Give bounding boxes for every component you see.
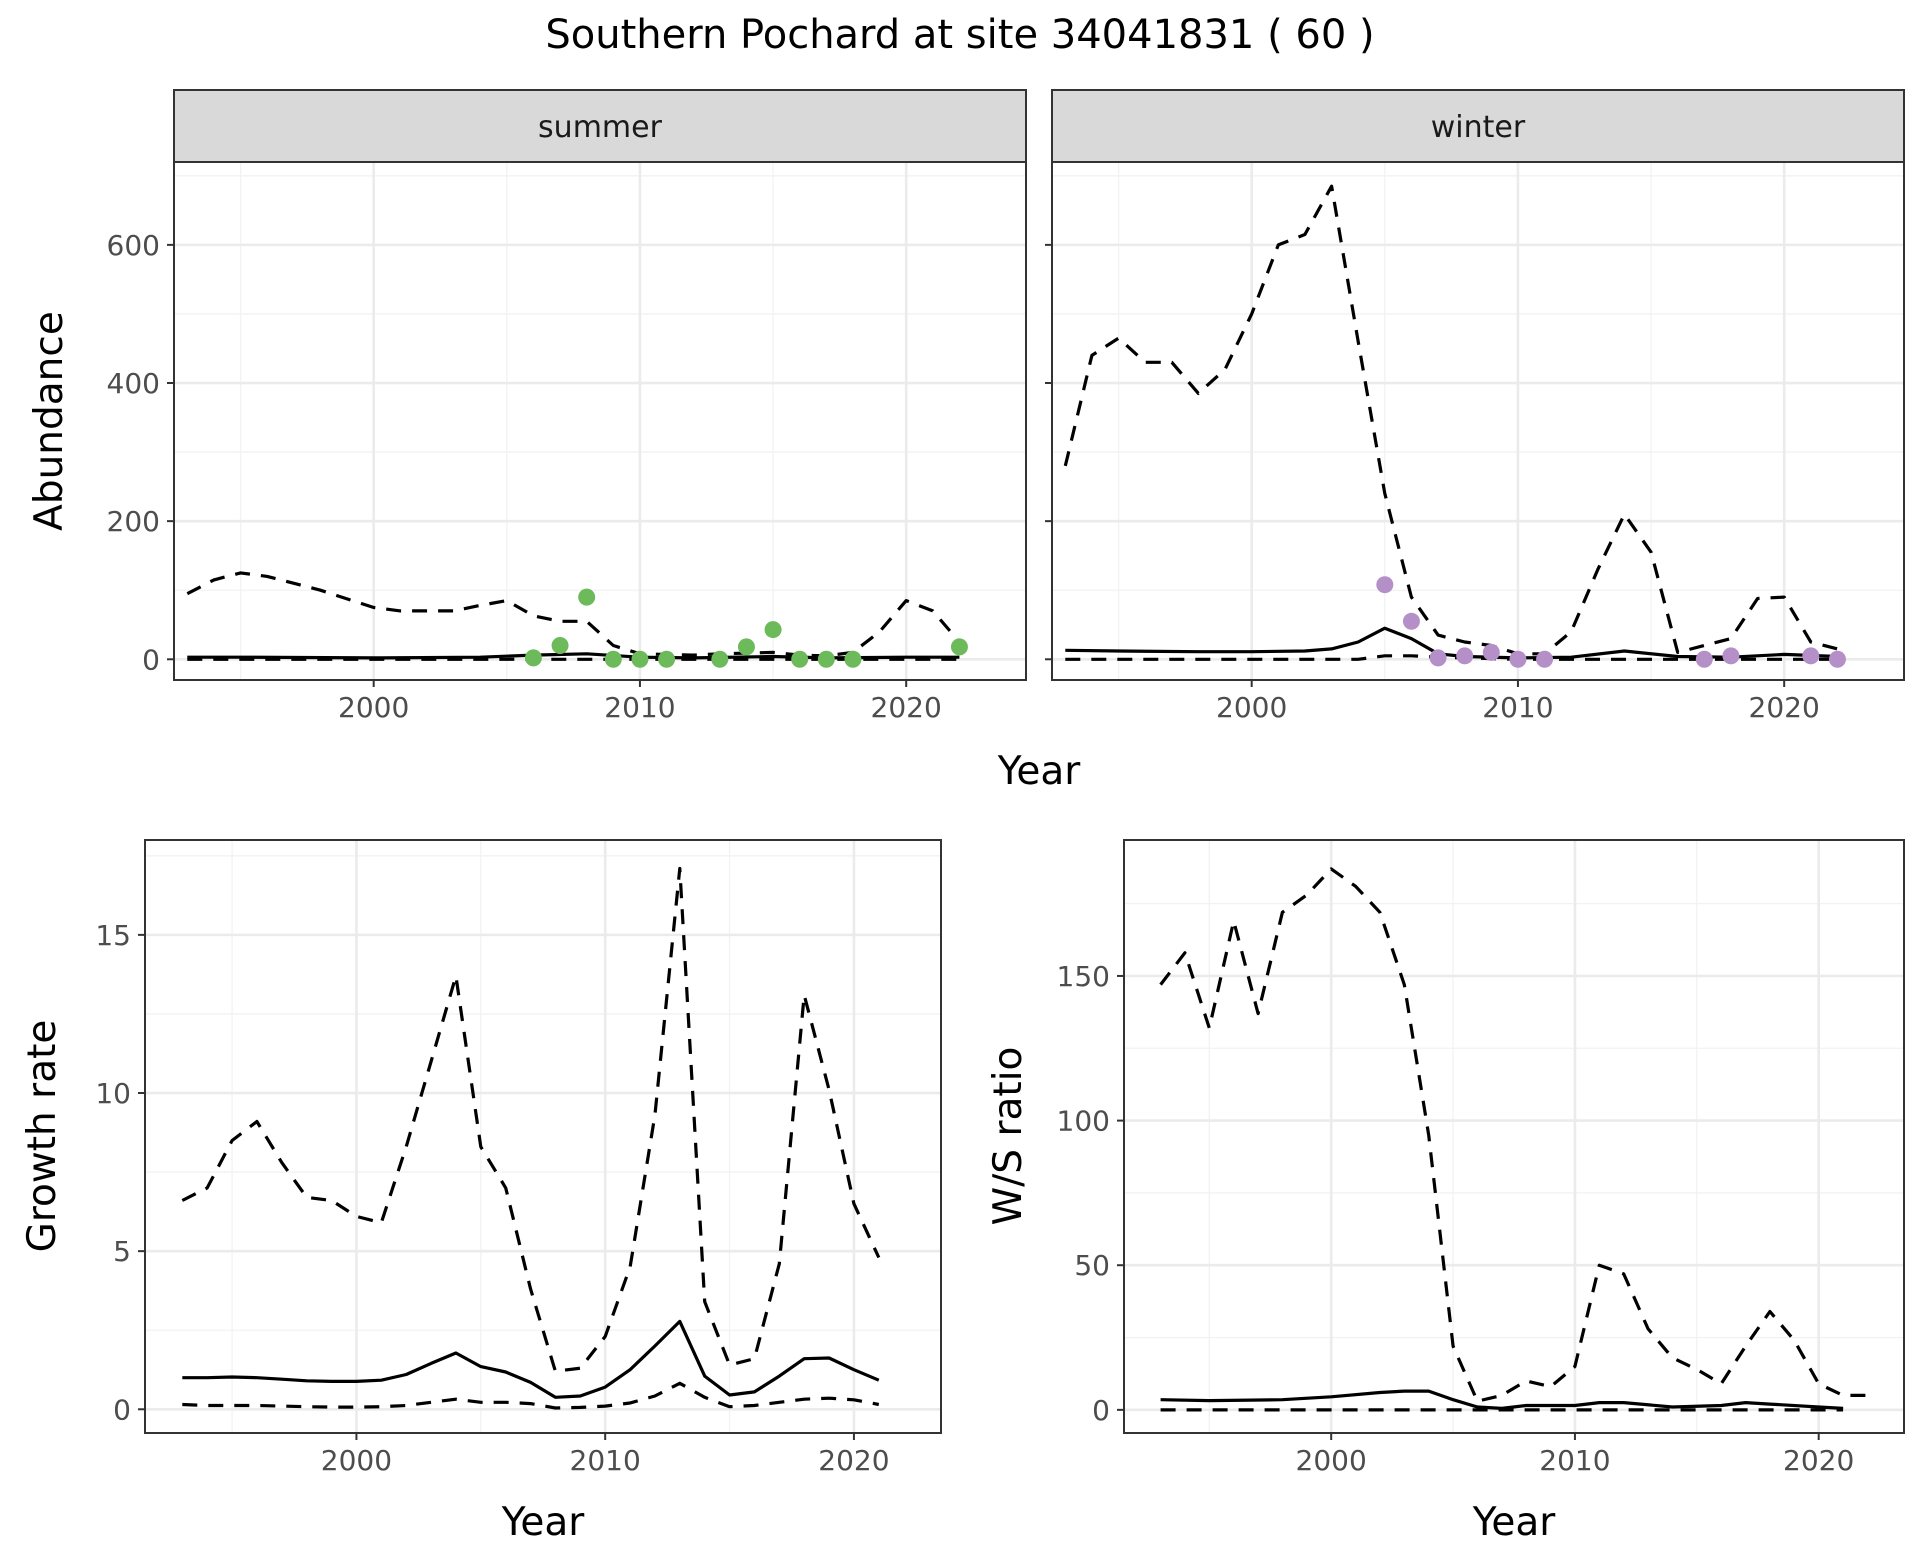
growth-rate-y-axis-title: Growth rate [20,1020,65,1253]
summer-data-point [551,636,569,654]
ws-ratio-series-dashed-line-1 [1159,867,1868,1403]
summer-data-point [524,649,542,667]
summer-series-dashed-line-1 [186,571,961,658]
summer-panel-border [173,161,1027,681]
summer-data-point [844,650,862,668]
summer-data-point [791,650,809,668]
figure-title: Southern Pochard at site 34041831 ( 60 ) [545,12,1374,58]
winter-x-tick-label: 2020 [1749,691,1820,724]
summer-data-point [817,650,835,668]
winter-data-point [1402,612,1420,630]
winter-data-point [1429,649,1447,667]
summer-y-axis-title: Abundance [27,311,72,531]
ws-ratio-x-tick-label: 2010 [1539,1444,1610,1477]
ws-ratio-y-tick-label: 50 [1074,1249,1110,1282]
summer-data-point [711,650,729,668]
ws-ratio-y-tick-label: 150 [1057,960,1110,993]
ws-ratio-panel: 2000 2010 2020 0 50 100 150 W/S ratio Year [986,839,1905,1545]
growth-rate-panel: 2000 2010 2020 0 5 10 15 Growth rate Year [20,839,942,1545]
winter-series-dashed-line-1 [1063,184,1838,656]
summer-y-tick-label: 400 [107,367,160,400]
growth-rate-x-tick-label: 2020 [818,1444,889,1477]
growth-rate-y-tick-label: 15 [95,919,131,952]
growth-rate-x-tick-label: 2010 [570,1444,641,1477]
growth-rate-y-tick-label: 10 [95,1077,131,1110]
growth-rate-series-solid-line-0 [182,1319,880,1399]
winter-strip [1051,89,1905,163]
growth-rate-y-tick-label: 0 [113,1393,131,1426]
winter-data-point [1695,650,1713,668]
winter-data-point [1722,647,1740,665]
summer-data-point [578,588,596,606]
summer-y-tick-label: 200 [107,505,160,538]
ws-ratio-panel-border [1123,839,1905,1434]
winter-data-point [1828,650,1846,668]
growth-rate-x-axis-title: Year [501,1500,586,1545]
winter-data-point [1536,650,1554,668]
summer-y-tick-label: 600 [107,229,160,262]
summer-strip [173,89,1027,163]
summer-data-point [950,638,968,656]
winter-data-point [1482,643,1500,661]
summer-data-point [737,638,755,656]
summer-data-point [764,621,782,639]
winter-x-tick-label: 2010 [1482,691,1553,724]
winter-series-dashed-line-2 [1065,654,1838,661]
summer-data-point [658,650,676,668]
summer-data-point [631,650,649,668]
winter-panel-border [1051,161,1905,681]
winter-strip-label: winter [1431,110,1526,145]
winter-data-point [1456,647,1474,665]
summer-x-tick-label: 2020 [871,691,942,724]
abundance-summer-panel: summer 2000 2010 2020 0 200 400 600 Abundance [27,89,1027,724]
ws-ratio-y-axis-title: W/S ratio [986,1047,1031,1226]
growth-rate-x-tick-label: 2000 [321,1444,392,1477]
winter-data-point [1802,647,1820,665]
ws-ratio-y-tick-label: 0 [1092,1394,1110,1427]
abundance-x-axis-title: Year [997,749,1082,794]
summer-strip-label: summer [538,110,663,145]
summer-x-tick-label: 2010 [604,691,675,724]
growth-rate-panel-border [144,839,942,1434]
abundance-winter-panel: winter 2000 2010 2020 [1045,89,1905,724]
summer-x-tick-label: 2000 [338,691,409,724]
summer-data-point [604,650,622,668]
ws-ratio-x-tick-label: 2000 [1296,1444,1367,1477]
winter-x-tick-label: 2000 [1216,691,1287,724]
ws-ratio-series-solid-line-0 [1160,1389,1844,1411]
winter-data-point [1376,576,1394,594]
winter-data-point [1509,650,1527,668]
ws-ratio-x-tick-label: 2020 [1783,1444,1854,1477]
ws-ratio-y-tick-label: 100 [1057,1105,1110,1138]
growth-rate-y-tick-label: 5 [113,1235,131,1268]
growth-rate-series-dashed-line-1 [181,866,881,1373]
ws-ratio-x-axis-title: Year [1472,1500,1557,1545]
winter-series-solid-line-0 [1065,626,1838,660]
growth-rate-series-dashed-line-2 [182,1381,880,1410]
summer-y-tick-label: 0 [142,643,160,676]
